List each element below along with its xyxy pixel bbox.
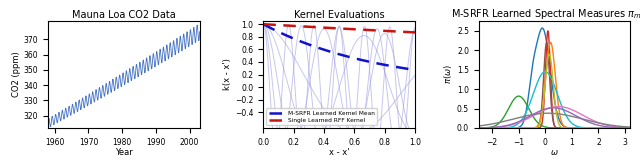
Y-axis label: $\pi(\omega)$: $\pi(\omega)$ (442, 65, 454, 84)
Single Learned RFF Kernel (309, 26, 317, 28)
M-SRFR Learned Kernel Mean (260, 23, 268, 25)
Single Learned RFF Kernel (319, 27, 327, 29)
Single Learned RFF Kernel (278, 24, 285, 26)
Single Learned RFF Kernel (369, 29, 377, 31)
Line: Single Learned RFF Kernel: Single Learned RFF Kernel (264, 24, 415, 32)
Single Learned RFF Kernel (355, 29, 363, 30)
M-SRFR Learned Kernel Mean (309, 45, 317, 47)
M-SRFR Learned Kernel Mean (370, 62, 378, 64)
Title: Kernel Evaluations: Kernel Evaluations (294, 10, 385, 20)
Y-axis label: CO2 (ppm): CO2 (ppm) (12, 52, 21, 97)
Single Learned RFF Kernel (260, 23, 268, 25)
M-SRFR Learned Kernel Mean (319, 49, 327, 51)
X-axis label: Year: Year (115, 148, 132, 157)
M-SRFR Learned Kernel Mean (411, 69, 419, 71)
Single Learned RFF Kernel (370, 29, 378, 31)
Title: M-SRFR Learned Spectral Measures $\pi_m(\omega)$: M-SRFR Learned Spectral Measures $\pi_m(… (451, 7, 640, 21)
Y-axis label: k(x - x'): k(x - x') (223, 59, 232, 90)
Line: M-SRFR Learned Kernel Mean: M-SRFR Learned Kernel Mean (264, 24, 415, 70)
Single Learned RFF Kernel (411, 31, 419, 33)
M-SRFR Learned Kernel Mean (278, 32, 285, 34)
X-axis label: $\omega$: $\omega$ (550, 148, 559, 157)
M-SRFR Learned Kernel Mean (369, 62, 377, 64)
M-SRFR Learned Kernel Mean (355, 58, 363, 60)
X-axis label: x - x': x - x' (329, 148, 349, 157)
Title: Mauna Loa CO2 Data: Mauna Loa CO2 Data (72, 10, 176, 20)
Legend: M-SRFR Learned Kernel Mean, Single Learned RFF Kernel: M-SRFR Learned Kernel Mean, Single Learn… (266, 109, 377, 125)
